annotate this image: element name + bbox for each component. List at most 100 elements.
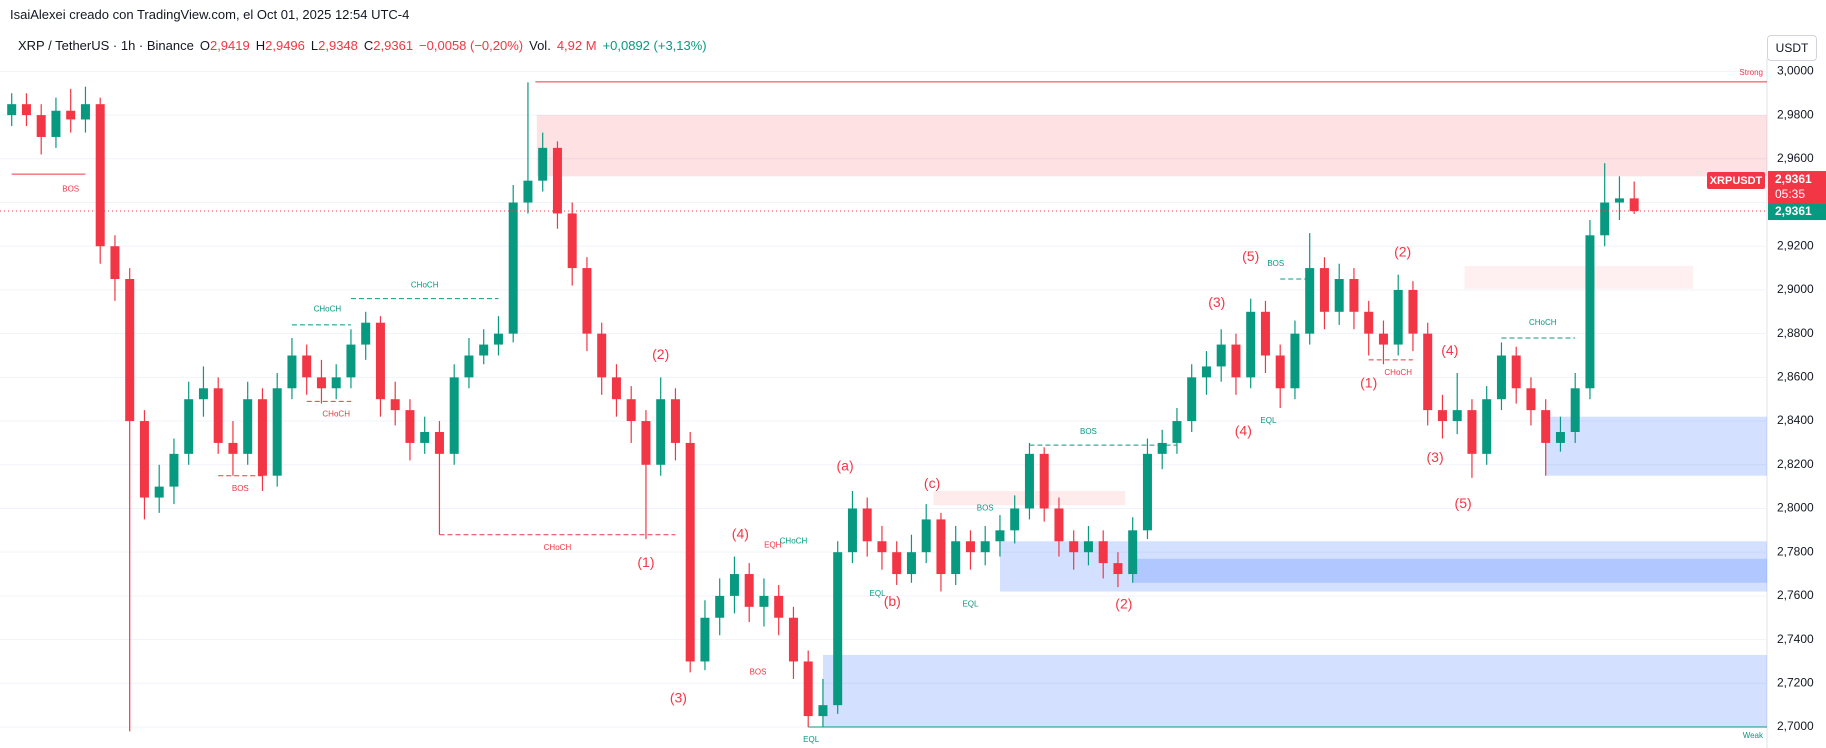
annotation: EQL — [1260, 416, 1277, 425]
symbol-tag — [1707, 172, 1765, 190]
candle-body — [346, 344, 356, 378]
candle-body — [1541, 410, 1551, 443]
candle-body — [1157, 442, 1167, 454]
annotation: (4) — [1235, 423, 1252, 439]
annotation: (1) — [1360, 375, 1377, 391]
candle-body — [1260, 311, 1270, 356]
candle-body — [1201, 366, 1211, 378]
candle-body — [169, 453, 179, 487]
candle-body — [272, 388, 282, 476]
candle-body — [1496, 355, 1506, 400]
candle-body — [700, 617, 710, 662]
price-axis — [1767, 0, 1826, 748]
candle-body — [36, 115, 46, 137]
candle-body — [243, 399, 253, 454]
candle-body — [523, 180, 533, 203]
symbol: XRP / TetherUS · 1h · Binance — [18, 38, 194, 53]
candle-body — [66, 110, 76, 120]
ohlc-value: 2,9496 — [265, 38, 305, 53]
candle-body — [1098, 541, 1108, 564]
y-tick-label: 2,7200 — [1777, 675, 1814, 689]
annotation: (b) — [884, 593, 901, 609]
candle-body — [965, 541, 975, 553]
candle-body — [1334, 279, 1344, 312]
zone — [1464, 265, 1694, 289]
candle-body — [1482, 399, 1492, 454]
symbol-label: XRPUSDT — [1710, 175, 1763, 187]
ohlc-key: H — [255, 38, 266, 53]
candle-body — [361, 322, 371, 345]
candle-body — [1113, 563, 1123, 575]
y-tick-label: 2,7800 — [1777, 544, 1814, 558]
annotation: (2) — [1115, 595, 1132, 611]
price-tag-label: 2,9361 — [1775, 172, 1812, 186]
change: −0,0058 (−0,20%) — [419, 38, 524, 53]
annotation: EQL — [803, 735, 820, 744]
candle-body — [1408, 289, 1418, 334]
candle-body — [1010, 508, 1020, 531]
candle-body — [420, 431, 430, 443]
candle-body — [641, 421, 651, 465]
candle-body — [1585, 235, 1595, 389]
currency-button[interactable]: USDT — [1767, 35, 1817, 61]
attribution: IsaiAlexei creado con TradingView.com, e… — [10, 7, 410, 22]
ohlc-value: 2,9361 — [373, 38, 414, 53]
ohlc-item: L2,9348 — [311, 38, 358, 53]
candle-body — [51, 110, 61, 137]
annotation: (2) — [1394, 243, 1411, 259]
candle-body — [1629, 198, 1639, 212]
y-tick-label: 2,8200 — [1777, 457, 1814, 471]
zone — [536, 115, 1767, 177]
annotation: CHoCH — [780, 536, 808, 545]
candle-body — [316, 377, 326, 389]
y-tick-label: 3,0000 — [1777, 64, 1814, 78]
candle-body — [1231, 344, 1241, 378]
candle-body — [257, 399, 267, 476]
countdown: 05:35 — [1775, 187, 1805, 201]
candle-body — [611, 377, 621, 400]
candle-body — [1511, 355, 1521, 389]
candle-body — [405, 410, 415, 443]
candle-body — [1526, 388, 1536, 411]
candle-body — [656, 399, 666, 465]
annotation: (c) — [924, 475, 940, 491]
candle-body — [1364, 311, 1374, 334]
candle-body — [1083, 541, 1093, 553]
ohlc-value: 2,9348 — [318, 38, 358, 53]
candle-body — [21, 104, 31, 116]
y-tick-label: 2,8400 — [1777, 413, 1814, 427]
candle-body — [1275, 355, 1285, 389]
ohlc-item: H2,9496 — [256, 38, 305, 53]
annotation: (3) — [1427, 449, 1444, 465]
annotation: BOS — [62, 185, 79, 194]
y-tick-label: 2,8800 — [1777, 326, 1814, 340]
level-label: Weak — [1743, 731, 1764, 740]
candle-body — [597, 333, 607, 378]
candle-body — [139, 421, 149, 498]
candle-body — [862, 508, 872, 542]
candle-body — [390, 399, 400, 411]
annotation: (3) — [670, 689, 687, 705]
candle-body — [493, 333, 503, 345]
annotation: CHoCH — [544, 543, 572, 552]
candle-body — [788, 617, 798, 662]
y-tick-label: 2,9600 — [1777, 151, 1814, 165]
annotation: EQL — [870, 589, 887, 598]
legend-row: XRP / TetherUS · 1h · Binance O2,9419 H2,… — [18, 38, 707, 53]
change-24: +0,0892 (+3,13%) — [602, 38, 707, 53]
candle-body — [1378, 333, 1388, 345]
candle-body — [1187, 377, 1197, 422]
candle-body — [833, 552, 843, 706]
candle-body — [1600, 202, 1610, 236]
candle-body — [1452, 410, 1462, 422]
annotation: EQL — [962, 600, 979, 609]
candle-body — [228, 442, 238, 454]
candle-body — [1246, 311, 1256, 378]
candle-body — [1069, 541, 1079, 553]
last-price-tag — [1768, 203, 1826, 221]
annotation: (4) — [1441, 342, 1458, 358]
zone — [822, 654, 1767, 728]
last-price-label: 2,9361 — [1775, 204, 1812, 218]
candle-body — [479, 344, 489, 356]
